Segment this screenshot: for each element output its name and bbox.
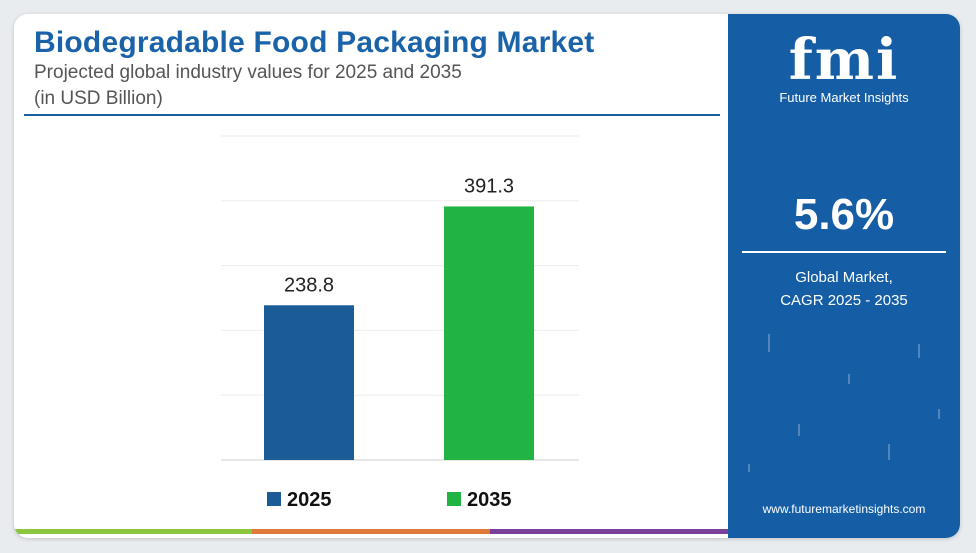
sidebar-divider (742, 251, 946, 253)
legend-swatch-2035 (447, 492, 461, 506)
logo-mark: fmi (788, 27, 900, 93)
legend-label-2035: 2035 (467, 489, 512, 511)
unit-note: (in USD Billion) (34, 88, 163, 109)
bar-2035 (444, 206, 534, 460)
data-label-2035: 391.3 (464, 175, 514, 197)
cagr-label-line2: CAGR 2025 - 2035 (780, 292, 908, 309)
sidebar-panel: fmi Future Market Insights 5.6% Global M… (728, 14, 960, 538)
legend: 2025 2035 (267, 489, 512, 511)
bar-chart: 238.8 391.3 2025 2035 (221, 135, 579, 511)
footer-strip-green (14, 529, 252, 534)
legend-swatch-2025 (267, 492, 281, 506)
footer-color-strip (14, 529, 728, 534)
footer-strip-orange (252, 529, 490, 534)
decorative-texture (748, 334, 940, 472)
cagr-label: Global Market, CAGR 2025 - 2035 (728, 266, 960, 312)
website-link[interactable]: www.futuremarketinsights.com (762, 502, 926, 516)
chart-title: Biodegradable Food Packaging Market (34, 26, 595, 59)
chart-subtitle: Projected global industry values for 202… (34, 62, 462, 83)
bars (264, 206, 534, 460)
cagr-value: 5.6% (793, 190, 895, 239)
cagr-label-line1: Global Market, (795, 269, 893, 286)
fmi-logo: fmi Future Market Insights (728, 32, 960, 105)
data-labels: 238.8 391.3 (284, 175, 514, 296)
logo-tagline: Future Market Insights (779, 90, 909, 105)
title-divider (24, 114, 720, 116)
infographic-card: Biodegradable Food Packaging Market Proj… (14, 14, 960, 538)
footer-strip-purple (490, 529, 728, 534)
bar-2025 (264, 305, 354, 460)
data-label-2025: 238.8 (284, 274, 334, 296)
legend-label-2025: 2025 (287, 489, 332, 511)
